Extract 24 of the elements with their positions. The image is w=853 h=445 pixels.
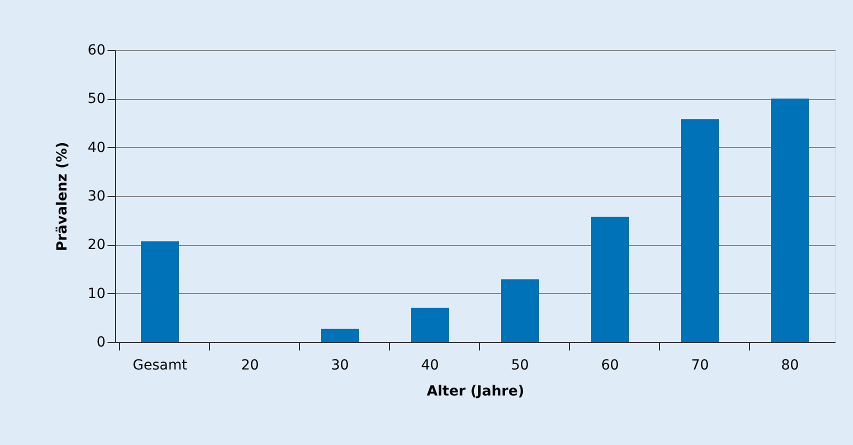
- y-tick-label: 0: [96, 334, 106, 350]
- x-tick-label: 40: [421, 358, 439, 374]
- y-tick-label: 50: [88, 91, 106, 108]
- x-tick-label: 20: [241, 358, 259, 374]
- bar: [591, 216, 629, 342]
- bar: [771, 98, 809, 342]
- y-tick-label: 20: [88, 237, 106, 254]
- x-tick-label: 70: [691, 358, 709, 374]
- bar: [501, 279, 539, 342]
- x-tick-label: 60: [601, 358, 619, 374]
- x-tick-label: 30: [331, 358, 349, 374]
- x-tick-label: 50: [511, 358, 529, 374]
- x-axis-title: Alter (Jahre): [426, 384, 524, 400]
- bar: [321, 328, 359, 342]
- y-tick-label: 40: [88, 140, 106, 156]
- y-tick-label: 30: [88, 188, 106, 204]
- y-tick-label: 10: [88, 286, 106, 302]
- x-tick-label: 80: [781, 358, 799, 374]
- bar: [411, 308, 449, 342]
- bar: [681, 119, 719, 342]
- bar: [141, 241, 179, 342]
- x-tick-label: Gesamt: [132, 358, 188, 374]
- y-axis-title: Prävalenz (%): [54, 142, 71, 252]
- y-tick-label: 60: [88, 42, 106, 58]
